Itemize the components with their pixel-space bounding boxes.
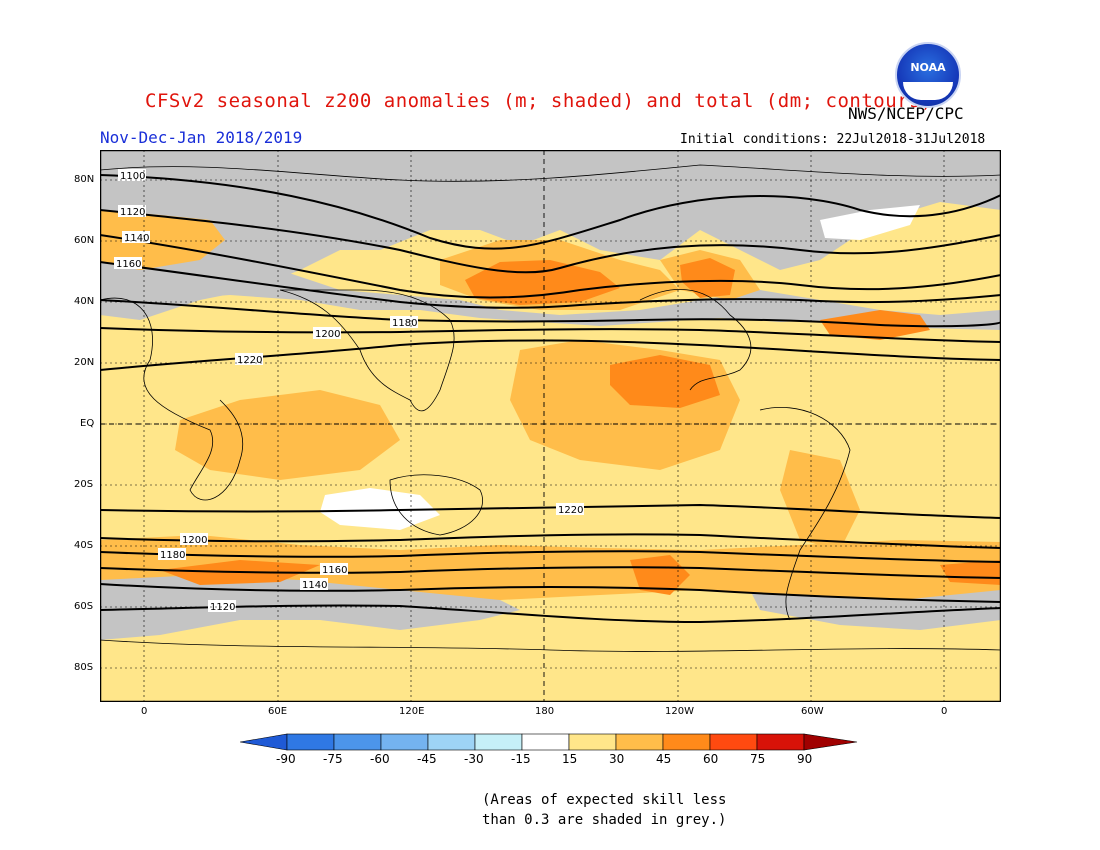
- noaa-logo-text: NOAA: [910, 61, 946, 74]
- contour-1180-sh: [100, 550, 1001, 563]
- colorbar-label-15: 15: [562, 752, 578, 766]
- grey-skill-region-north: [100, 150, 1001, 320]
- colorbar-swatch: [568, 733, 617, 751]
- white-near-zero-region-2: [820, 205, 920, 240]
- colorbar-swatch: [427, 733, 476, 751]
- lon-label-120w: 120W: [665, 706, 694, 717]
- colorbar-swatch: [756, 733, 805, 751]
- season-subtitle: Nov-Dec-Jan 2018/2019: [100, 128, 303, 147]
- colorbar-label-30: 30: [609, 752, 625, 766]
- contour-label-1120-sh: 1120: [210, 602, 235, 613]
- map-frame: [100, 150, 1001, 702]
- colorbar-swatch: [662, 733, 711, 751]
- contour-label-1200-sh: 1200: [182, 535, 207, 546]
- lat-label-80n: 80N: [74, 174, 95, 185]
- lat-label-80s: 80S: [74, 662, 94, 673]
- lat-label-20s: 20S: [74, 479, 94, 490]
- colorbar-swatch: [615, 733, 664, 751]
- contour-label-1140-sh: 1140: [302, 580, 327, 591]
- contour-1100: [100, 174, 1001, 250]
- grey-skill-region-north-2: [100, 250, 1001, 330]
- white-near-zero-region: [320, 488, 440, 530]
- anomaly-patch-atlantic-sh: [780, 450, 860, 550]
- contour-1120-sh: [100, 604, 1001, 624]
- colorbar-label-neg60: -60: [370, 752, 390, 766]
- lat-label-40s: 40S: [74, 540, 94, 551]
- contour-1160-sh: [100, 566, 1001, 579]
- colorbar-label-45: 45: [656, 752, 672, 766]
- lat-label-60s: 60S: [74, 601, 94, 612]
- contour-label-1220: 1220: [237, 355, 262, 366]
- colorbar-label-neg90: -90: [276, 752, 296, 766]
- noaa-logo: NOAA: [895, 42, 961, 108]
- lon-label-60e: 60E: [268, 706, 288, 717]
- contour-label-1200: 1200: [315, 329, 340, 340]
- colorbar-swatch: [380, 733, 429, 751]
- lon-label-60w: 60W: [801, 706, 824, 717]
- colorbar-label-neg45: -45: [417, 752, 437, 766]
- anomaly-max-nh-atlantic: [680, 258, 735, 298]
- contour-label-1180-sh: 1180: [160, 550, 185, 561]
- colorbar-label-neg15: -15: [511, 752, 531, 766]
- lat-label-eq: EQ: [80, 418, 95, 429]
- contour-label-1160: 1160: [116, 259, 141, 270]
- colorbar-label-60: 60: [703, 752, 719, 766]
- contour-1180: [100, 299, 1001, 328]
- contour-value-labels: 1100 1120 1140 1160 1180 1200 1220 1220 …: [114, 169, 584, 613]
- lon-label-0: 0: [141, 706, 148, 717]
- colorbar-label-90: 90: [797, 752, 813, 766]
- colorbar-arrow-high: [803, 733, 858, 751]
- contour-1200-sh: [100, 533, 1001, 549]
- colorbar-label-75: 75: [750, 752, 766, 766]
- colorbar-labels: -90 -75 -60 -45 -30 -15 15 30 45 60 75 9…: [240, 752, 865, 768]
- anomaly-max-sh-atlantic: [940, 560, 1001, 585]
- contour-1220-sh: [100, 503, 1001, 519]
- colorbar-arrow-low: [240, 733, 288, 751]
- skill-note-line1: (Areas of expected skill less: [482, 792, 727, 808]
- lat-label-60n: 60N: [74, 235, 95, 246]
- contour-label-1180: 1180: [392, 318, 417, 329]
- agency-label: NWS/NCEP/CPC: [848, 104, 964, 123]
- colorbar-swatch: [286, 733, 335, 751]
- contour-label-1120: 1120: [120, 207, 145, 218]
- contour-label-1160-sh: 1160: [322, 565, 347, 576]
- lon-label-0-east: 0: [941, 706, 948, 717]
- lat-label-20n: 20N: [74, 357, 95, 368]
- colorbar: [240, 733, 858, 751]
- skill-note-line2: than 0.3 are shaded in grey.): [482, 812, 727, 828]
- colorbar-swatch: [709, 733, 758, 751]
- anomaly-max-subtropics: [610, 355, 720, 408]
- contour-label-1100: 1100: [120, 171, 145, 182]
- colorbar-swatch: [474, 733, 523, 751]
- initial-conditions: Initial conditions: 22Jul2018-31Jul2018: [680, 132, 986, 147]
- colorbar-swatch: [521, 733, 570, 751]
- anomaly-map: 1100 1120 1140 1160 1180 1200 1220 1220 …: [100, 150, 1001, 702]
- colorbar-swatch: [333, 733, 382, 751]
- height-contours: [100, 174, 1001, 624]
- contour-1120: [100, 209, 1001, 274]
- anomaly-max-sh-south-pacific: [630, 555, 690, 595]
- lon-label-180: 180: [535, 706, 555, 717]
- lon-label-120e: 120E: [399, 706, 425, 717]
- contour-label-1220-sh: 1220: [558, 505, 583, 516]
- colorbar-label-neg75: -75: [323, 752, 343, 766]
- colorbar-label-neg30: -30: [464, 752, 484, 766]
- lat-label-40n: 40N: [74, 296, 95, 307]
- map-title: CFSv2 seasonal z200 anomalies (m; shaded…: [145, 90, 933, 112]
- contour-1200: [100, 327, 1001, 343]
- anomaly-patch-nh-west: [100, 210, 225, 270]
- contour-label-1140: 1140: [124, 233, 149, 244]
- contour-1140-sh: [100, 583, 1001, 603]
- equator-dateline: [100, 150, 1001, 702]
